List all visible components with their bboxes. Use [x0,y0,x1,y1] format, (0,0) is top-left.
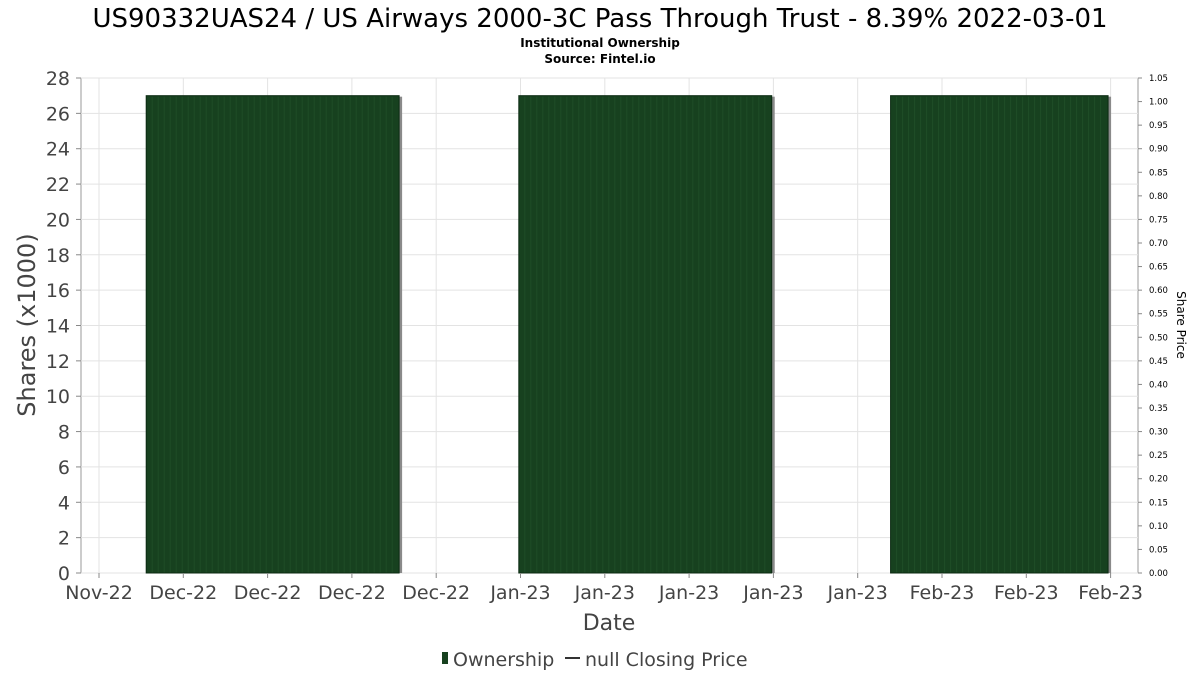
legend-ownership-label: Ownership [453,649,554,671]
y2-tick-label: 0.70 [1149,239,1168,249]
y2-tick-label: 1.00 [1149,98,1168,108]
ownership-bar-outline [890,95,1109,574]
y2-axis-label: Share Price [1174,291,1188,359]
x-tick-label: Jan-23 [827,582,888,604]
y-tick-label: 12 [46,351,70,373]
y-tick-label: 8 [58,422,70,444]
x-tick-label: Feb-23 [994,582,1059,604]
y2-tick-label: 0.85 [1149,168,1168,178]
y2-tick-label: 0.35 [1149,404,1168,414]
x-tick-label: Nov-22 [65,582,133,604]
y2-tick-label: 0.40 [1149,380,1168,390]
x-tick-label: Jan-23 [742,582,803,604]
y2-tick-label: 0.65 [1149,263,1168,273]
y-tick-label: 16 [46,280,70,302]
chart-subtitle-line-1: Institutional Ownership [520,36,680,50]
y-tick-label: 28 [46,68,70,90]
ownership-bar-outline [145,95,400,574]
y2-tick-label: 0.75 [1149,215,1168,225]
y-tick-label: 18 [46,245,70,267]
legend-closing-price-label: null Closing Price [585,649,748,671]
x-tick-label: Dec-22 [402,582,470,604]
y2-tick-label: 0.50 [1149,333,1168,343]
y2-tick-label: 0.05 [1149,545,1168,555]
x-tick-label: Feb-23 [910,582,975,604]
y-tick-label: 22 [46,174,70,196]
y2-tick-label: 0.15 [1149,498,1168,508]
x-axis-label: Date [583,611,636,636]
y2-tick-label: 0.95 [1149,121,1168,131]
x-tick-label: Jan-23 [489,582,550,604]
y-tick-label: 6 [58,457,70,479]
x-tick-label: Dec-22 [149,582,217,604]
y2-tick-label: 1.05 [1149,74,1168,84]
y2-tick-label: 0.20 [1149,475,1168,485]
x-tick-label: Jan-23 [574,582,635,604]
chart-subtitle-line-2: Source: Fintel.io [544,52,655,66]
y-tick-label: 0 [58,563,70,585]
y2-tick-label: 0.25 [1149,451,1168,461]
y-axis-label: Shares (x1000) [13,233,41,416]
y-tick-label: 20 [46,209,70,231]
ownership-bar [890,95,1109,573]
x-tick-label: Jan-23 [658,582,719,604]
y-tick-label: 2 [58,528,70,550]
ownership-bars [145,95,1112,574]
y-tick-label: 24 [46,139,70,161]
legend-ownership-swatch [442,652,448,664]
y2-tick-label: 0.00 [1149,569,1168,579]
chart-title: US90332UAS24 / US Airways 2000-3C Pass T… [92,4,1107,34]
x-tick-label: Feb-23 [1078,582,1143,604]
y-tick-label: 26 [46,103,70,125]
y-tick-label: 10 [46,386,70,408]
legend: Ownership null Closing Price [442,649,748,671]
y2-tick-label: 0.30 [1149,428,1168,438]
x-axis: Nov-22 Dec-22 Dec-22 Dec-22 Dec-22 Jan-23 Jan-… [65,573,1143,604]
y2-tick-label: 0.45 [1149,357,1168,367]
y2-tick-label: 0.90 [1149,145,1168,155]
y2-tick-label: 0.80 [1149,192,1168,202]
x-tick-label: Dec-22 [234,582,302,604]
y2-tick-label: 0.55 [1149,310,1168,320]
ownership-bar-outline [518,95,773,574]
y-tick-label: 14 [46,316,70,338]
x-tick-label: Dec-22 [318,582,386,604]
y-tick-label: 4 [58,492,70,514]
y2-tick-label: 0.10 [1149,522,1168,532]
y2-tick-label: 0.60 [1149,286,1168,296]
y-axis-right: 0.00 0.05 0.10 0.15 0.20 0.25 0.30 0.35 0.40 0.45… [1138,74,1168,579]
